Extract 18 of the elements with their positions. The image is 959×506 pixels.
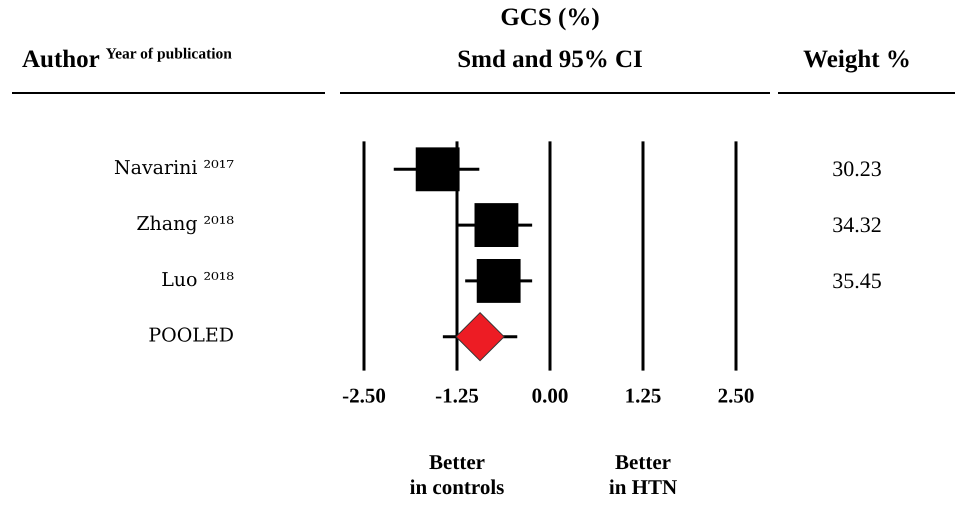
y-tick-label: Navarini ²⁰¹⁷ xyxy=(114,157,234,180)
text: 34.32 xyxy=(832,212,882,238)
x-tick-label: 2.50 xyxy=(718,384,754,408)
y-tick-label: POOLED xyxy=(148,324,234,347)
x-tick-label: -1.25 xyxy=(435,384,479,408)
text: Better in HTN xyxy=(608,450,678,500)
text: Better in controls xyxy=(410,450,504,500)
chart-subtitle: Smd and 95% CI xyxy=(457,46,643,74)
text: 35.45 xyxy=(832,268,882,294)
chart-title: GCS (%) xyxy=(500,4,600,32)
y-tick-label: Zhang ²⁰¹⁸ xyxy=(136,213,234,236)
text: 30.23 xyxy=(832,156,882,182)
x-tick-label: -2.50 xyxy=(342,384,386,408)
x-tick-label: 0.00 xyxy=(532,384,568,408)
y-tick-label: Luo ²⁰¹⁸ xyxy=(161,268,234,291)
y-axis-title: Author $^{Year of publication}$ xyxy=(22,45,232,74)
x-tick-label: 1.25 xyxy=(624,384,662,408)
text: Weight % xyxy=(803,46,911,74)
